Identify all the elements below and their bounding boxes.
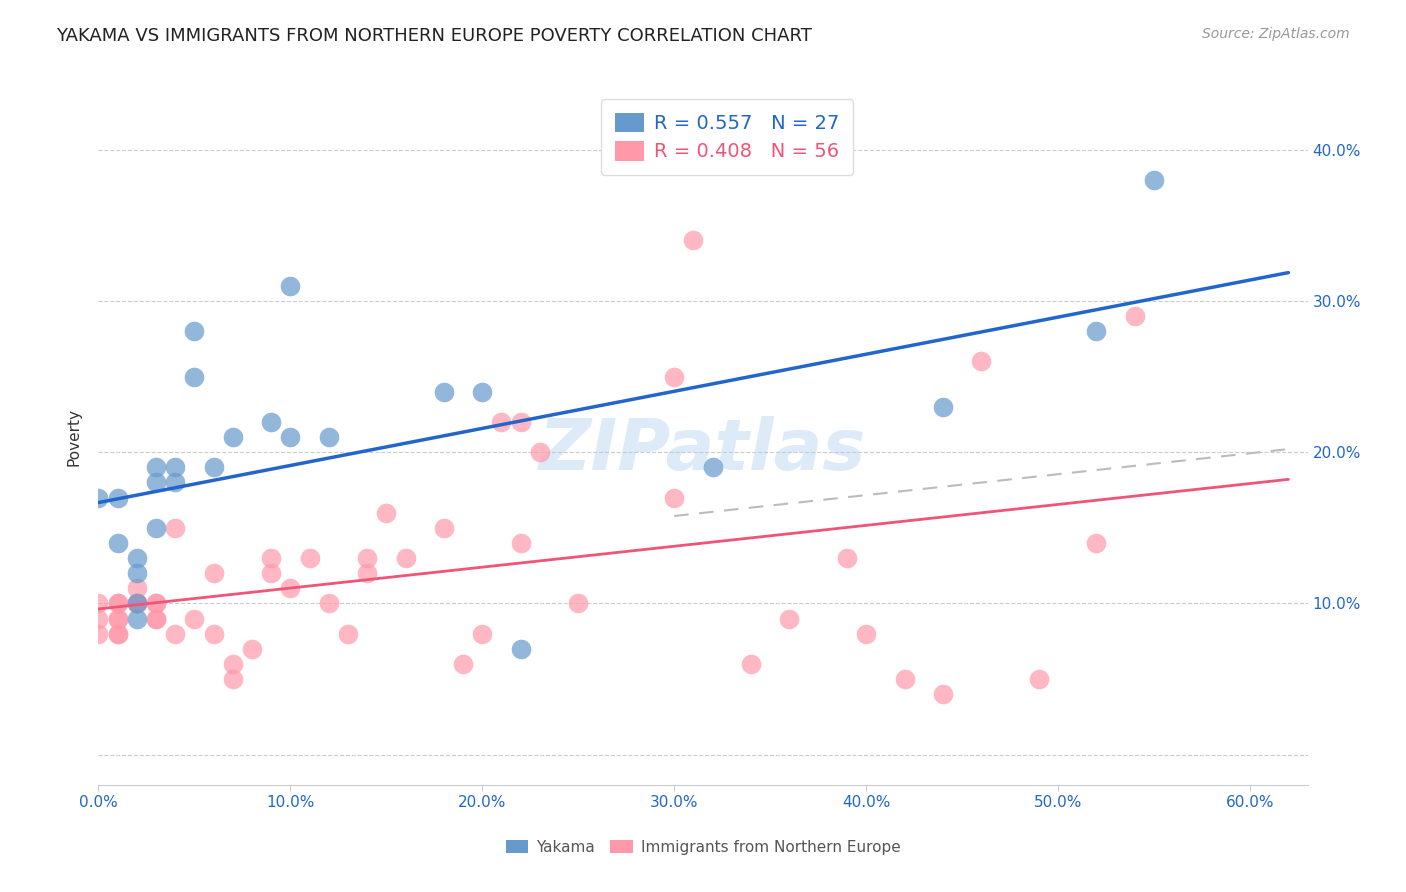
Point (298, 551, 321, 566)
Point (222, 672, 245, 686)
Point (165, 521, 187, 535)
Point (471, 384, 494, 399)
Point (318, 597, 340, 611)
Point (260, 551, 283, 566)
Point (778, 611, 800, 625)
Point (855, 626, 877, 640)
Legend: Yakama, Immigrants from Northern Europe: Yakama, Immigrants from Northern Europe (499, 833, 907, 861)
Point (125, 597, 148, 611)
Point (835, 551, 858, 566)
Point (107, 626, 129, 640)
Point (202, 566, 225, 581)
Point (1123, 309, 1146, 323)
Point (125, 597, 148, 611)
Point (183, 324, 205, 338)
Point (125, 597, 148, 611)
Point (145, 611, 167, 625)
Point (260, 415, 283, 429)
Point (932, 687, 955, 701)
Point (280, 278, 302, 293)
Point (356, 566, 378, 581)
Point (318, 430, 340, 444)
Point (87, 597, 110, 611)
Point (165, 460, 187, 475)
Point (125, 597, 148, 611)
Point (893, 672, 915, 686)
Point (433, 384, 456, 399)
Point (145, 521, 167, 535)
Point (336, 626, 359, 640)
Point (280, 430, 302, 444)
Point (509, 536, 531, 550)
Point (125, 566, 148, 581)
Point (145, 597, 167, 611)
Point (702, 460, 724, 475)
Point (183, 369, 205, 384)
Point (202, 460, 225, 475)
Point (107, 536, 129, 550)
Point (932, 400, 955, 414)
Point (165, 626, 187, 640)
Point (451, 657, 474, 671)
Point (567, 597, 589, 611)
Point (491, 415, 513, 429)
Point (107, 597, 129, 611)
Point (1143, 173, 1166, 187)
Point (1028, 672, 1050, 686)
Text: Source: ZipAtlas.com: Source: ZipAtlas.com (1202, 27, 1350, 41)
Point (240, 641, 263, 656)
Text: YAKAMA VS IMMIGRANTS FROM NORTHERN EUROPE POVERTY CORRELATION CHART: YAKAMA VS IMMIGRANTS FROM NORTHERN EUROP… (56, 27, 813, 45)
Point (280, 582, 302, 596)
Point (260, 566, 283, 581)
Point (509, 641, 531, 656)
Point (145, 611, 167, 625)
Point (394, 551, 416, 566)
Point (125, 582, 148, 596)
Point (165, 475, 187, 490)
Point (145, 460, 167, 475)
Point (1085, 536, 1108, 550)
Point (509, 415, 531, 429)
Point (87, 626, 110, 640)
Point (107, 626, 129, 640)
Point (222, 430, 245, 444)
Point (107, 611, 129, 625)
Point (183, 611, 205, 625)
Point (529, 445, 551, 459)
Point (664, 369, 686, 384)
Point (664, 491, 686, 505)
Point (1085, 324, 1108, 338)
Point (107, 597, 129, 611)
Point (145, 597, 167, 611)
Point (125, 551, 148, 566)
Point (740, 657, 762, 671)
Point (375, 506, 398, 520)
Point (682, 234, 704, 248)
Point (87, 611, 110, 625)
Point (222, 657, 245, 671)
Text: ZIPatlas: ZIPatlas (540, 417, 866, 485)
Point (145, 475, 167, 490)
Point (356, 551, 378, 566)
Point (433, 521, 456, 535)
Point (107, 491, 129, 505)
Point (87, 491, 110, 505)
Y-axis label: Poverty: Poverty (66, 408, 82, 467)
Point (107, 611, 129, 625)
Point (125, 611, 148, 625)
Point (471, 626, 494, 640)
Point (202, 626, 225, 640)
Point (970, 354, 993, 368)
